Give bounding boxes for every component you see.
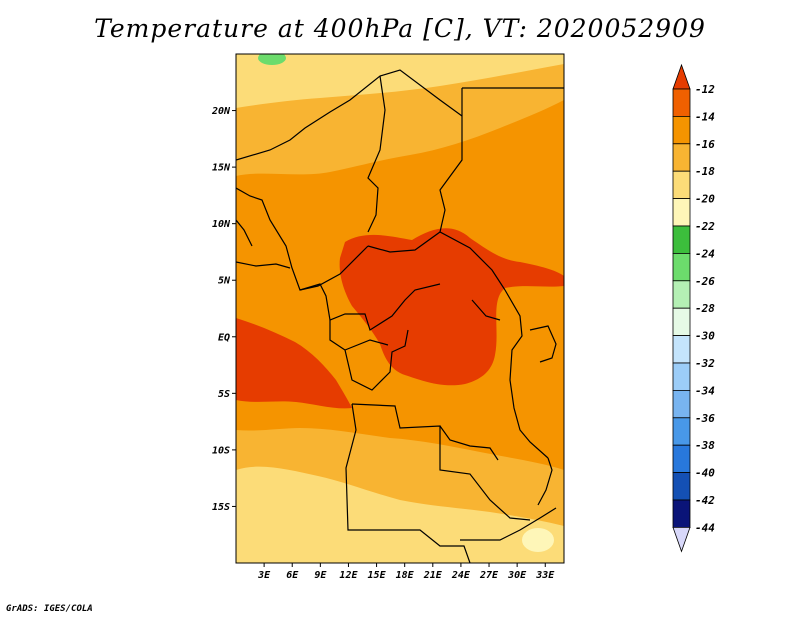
colorbar-label: -20 [695,193,715,206]
x-axis: 3E 6E 9E 12E 15E 18E 21E 24E 27E 30E 33E [257,563,555,581]
y-tick-label: 15S [212,502,230,513]
grads-credit: GrADS: IGES/COLA [6,604,93,614]
colorbar-label: -12 [695,83,715,96]
colorbar-label: -40 [695,467,715,480]
colorbar-swatch [672,143,691,172]
y-tick-label: 20N [211,106,231,117]
colorbar-swatch [672,335,691,364]
colorbar-label: -28 [695,302,715,315]
x-tick-label: 30E [507,570,527,581]
colorbar-swatch [672,389,691,419]
x-tick-label: 12E [339,570,358,581]
colorbar-swatch [672,252,691,282]
x-tick-label: 9E [314,570,327,581]
colorbar-swatch [672,499,691,528]
colorbar-label: -18 [695,165,715,178]
chart-title: Temperature at 400hPa [C], VT: 202005290… [94,14,706,43]
x-tick-label: 3E [257,570,271,581]
colorbar-swatch [672,225,691,254]
field-patch-24-26 [258,54,286,65]
colorbar-swatch [672,444,691,474]
x-tick-label: 15E [368,570,387,581]
colorbar-label: -14 [695,110,715,123]
field-band-18-20-north [236,54,564,108]
colorbar-label: -42 [695,494,715,507]
colorbar-label: -16 [695,138,715,151]
colorbar-label: -38 [695,439,715,452]
country-borders [236,69,564,563]
colorbar-swatch [672,116,691,145]
colorbar-swatch [672,307,691,337]
colorbar-label: -34 [695,384,715,397]
y-axis: 20N 15N 10N 5N EQ 5S 10S 15S [211,106,236,513]
colorbar-swatch [672,198,691,227]
y-tick-label: EQ [218,332,230,343]
colorbar-swatch [672,280,691,309]
y-tick-label: 15N [212,163,231,174]
x-tick-label: 33E [535,570,555,581]
colorbar-extend-low [672,527,691,553]
colorbar-swatch [672,88,691,117]
temperature-field [236,54,564,563]
colorbar-swatch [672,472,691,501]
colorbar-extend-high [672,63,691,90]
y-tick-label: 10S [212,445,230,456]
colorbar-swatch [672,170,691,199]
colorbar: -12 -14 -16 -18 -20 -22 -24 -26 -28 -30 -32 -34 -36 -… [672,63,715,553]
colorbar-swatch [672,417,691,446]
colorbar-label: -22 [695,220,715,233]
field-patch-20-22 [522,528,554,552]
colorbar-label: -26 [695,275,715,288]
colorbar-label: -36 [695,412,715,425]
field-band-12-14-west [236,318,352,409]
x-tick-label: 6E [286,570,299,581]
field-band-12-14-central [339,228,564,386]
colorbar-label: -44 [695,521,715,534]
x-tick-label: 24E [451,570,471,581]
x-tick-label: 18E [396,570,415,581]
colorbar-swatch [672,362,691,391]
x-tick-label: 21E [423,570,443,581]
field-band-18-20-south [236,466,564,563]
y-tick-label: 5S [218,389,230,400]
colorbar-label: -30 [695,330,715,343]
x-tick-label: 27E [479,570,499,581]
plot-frame [235,53,565,564]
y-tick-label: 10N [212,219,231,230]
colorbar-label: -24 [695,247,715,260]
y-tick-label: 5N [218,276,231,287]
colorbar-label: -32 [695,357,715,370]
